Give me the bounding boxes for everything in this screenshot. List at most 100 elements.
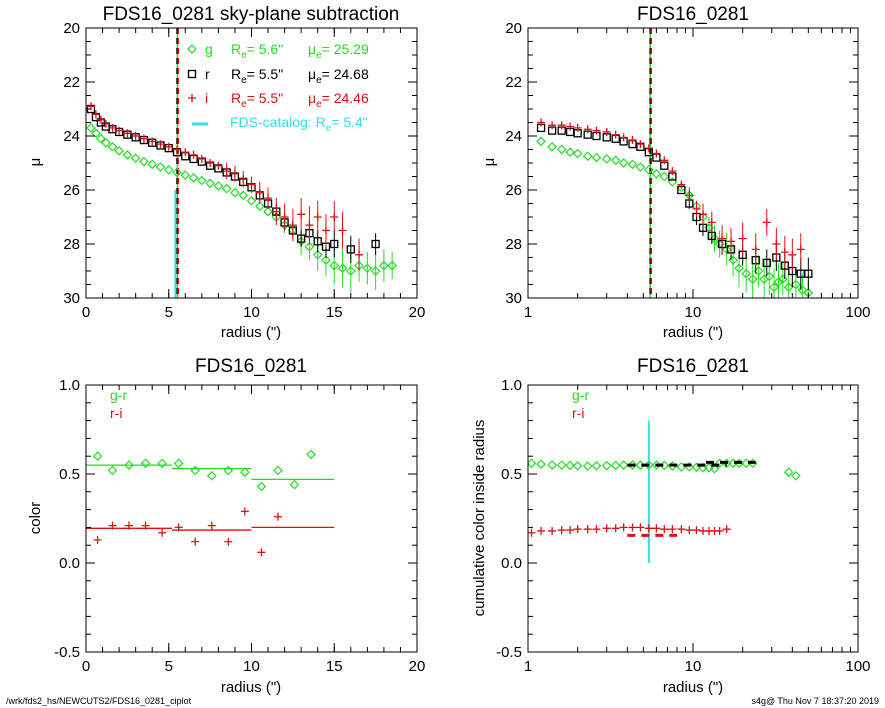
data-point <box>247 180 256 189</box>
y-tick-label: 26 <box>63 182 80 199</box>
data-point <box>536 459 546 470</box>
data-point <box>592 126 601 135</box>
series-i <box>537 118 805 271</box>
data-point <box>659 171 670 182</box>
data-point <box>96 133 106 144</box>
legend-g-band: g <box>205 41 213 57</box>
data-point <box>602 127 611 136</box>
data-point <box>715 526 724 535</box>
data-point <box>772 240 781 248</box>
y-tick-label: 28 <box>505 236 522 253</box>
panel-2-plot-area <box>536 28 814 298</box>
y-tick-label: -0.5 <box>54 644 80 661</box>
data-point <box>718 234 727 243</box>
data-point <box>246 195 257 206</box>
data-point <box>788 250 797 259</box>
data-point <box>157 458 167 469</box>
data-point <box>321 255 331 266</box>
series-g <box>536 136 814 298</box>
ticks <box>85 27 418 299</box>
data-point <box>338 226 347 235</box>
panel-3-plot-area <box>86 449 335 557</box>
data-point <box>573 123 582 132</box>
data-point <box>254 201 265 212</box>
data-point <box>305 221 314 230</box>
series-r-i <box>86 507 335 557</box>
data-point <box>306 449 316 460</box>
panel3-xlabel: radius (") <box>221 679 281 696</box>
data-point <box>158 528 167 537</box>
panel3-legend-ri: r-i <box>110 405 122 421</box>
x-tick-label: 15 <box>326 304 343 321</box>
panel-1: 0 5 10 15 20 20 22 24 26 28 30 <box>63 20 425 321</box>
legend-r-mu: μe= 24.68 <box>308 66 369 86</box>
data-point <box>699 210 708 219</box>
data-point <box>263 206 273 217</box>
footer-right: s4g@ Thu Nov 7 18:37:20 2019 <box>751 696 879 706</box>
data-point <box>651 168 662 179</box>
data-point <box>537 526 546 535</box>
data-point <box>173 145 182 154</box>
data-point <box>156 140 165 149</box>
ticks <box>527 384 859 653</box>
data-point <box>583 525 592 534</box>
panel4-xlabel: radius (") <box>663 679 723 696</box>
y-tick-label: 0.5 <box>501 466 522 483</box>
legend-i-mu: μe= 24.46 <box>308 90 369 110</box>
data-point <box>547 460 557 470</box>
legend-r-re: Re= 5.5" <box>231 66 283 86</box>
data-point <box>668 525 677 534</box>
panel1-xlabel: radius (") <box>221 324 281 341</box>
data-point <box>91 128 101 139</box>
panel4-ylabel: cumulative color inside radius <box>471 420 488 617</box>
data-point <box>131 132 140 140</box>
data-point <box>255 188 264 197</box>
data-point <box>592 525 601 534</box>
x-tick-label: 1 <box>524 658 532 675</box>
data-point <box>164 142 173 151</box>
data-point <box>155 162 166 172</box>
data-point <box>172 167 182 178</box>
data-point <box>582 461 593 471</box>
data-point <box>206 470 217 481</box>
data-point <box>101 119 110 128</box>
data-point <box>256 481 267 492</box>
data-point <box>602 524 611 533</box>
data-point <box>591 460 602 471</box>
data-point <box>707 218 716 227</box>
data-point <box>692 204 701 213</box>
data-point <box>601 154 612 164</box>
legend-r-band: r <box>205 66 210 82</box>
data-point <box>722 525 731 534</box>
series-r <box>536 123 813 290</box>
data-point <box>643 164 654 175</box>
legend-i-re: Re= 5.5" <box>231 90 283 110</box>
data-point <box>163 164 174 175</box>
y-tick-label: 30 <box>63 290 80 307</box>
data-point <box>280 213 289 221</box>
data-point <box>197 175 207 186</box>
x-tick-label: 20 <box>409 304 426 321</box>
x-tick-label: 10 <box>243 658 260 675</box>
data-point <box>224 537 233 546</box>
data-point <box>273 465 283 476</box>
data-point <box>619 523 628 532</box>
data-point <box>86 123 96 133</box>
data-point <box>536 136 546 147</box>
y-tick-label: -0.5 <box>496 644 522 661</box>
plot-frame <box>527 384 859 653</box>
x-tick-label: 0 <box>82 658 90 675</box>
data-point <box>181 148 190 157</box>
data-point <box>206 159 215 167</box>
data-point <box>734 263 744 274</box>
data-point <box>297 210 306 219</box>
data-point <box>296 234 306 243</box>
data-point <box>610 460 621 471</box>
data-point <box>556 144 567 155</box>
data-point <box>240 507 249 516</box>
data-point <box>148 137 157 146</box>
y-tick-label: 1.0 <box>501 377 522 394</box>
y-tick-label: 22 <box>505 74 522 91</box>
legend-catalog-text: FDS-catalog: Re= 5.4" <box>230 114 368 134</box>
data-point <box>272 207 281 216</box>
